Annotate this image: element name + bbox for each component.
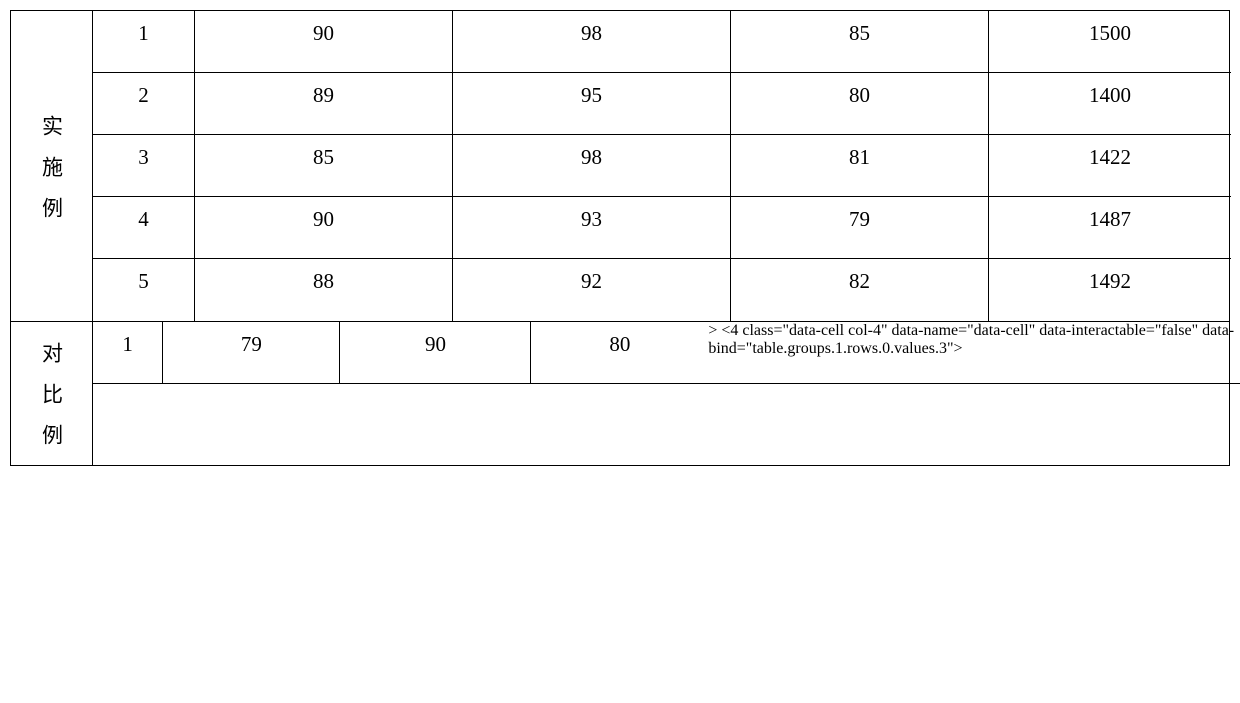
table-row: 1 79 90 80> <4 class="data-cell col-4" d… [93, 322, 1240, 384]
index-cell: 4 [93, 197, 195, 258]
data-cell: 95 [453, 73, 731, 134]
data-cell: 98 [453, 135, 731, 196]
table-row: 1 90 98 85 1500 [93, 11, 1231, 73]
data-cell: 1422 [989, 135, 1231, 196]
data-cell: 93 [453, 197, 731, 258]
data-cell: 92 [453, 259, 731, 321]
data-cell: 82 [731, 259, 989, 321]
index-cell: 5 [93, 259, 195, 321]
data-cell: 1487 [989, 197, 1231, 258]
data-cell: 85 [731, 11, 989, 72]
data-cell: 89 [195, 73, 453, 134]
group-label: 实施例 [11, 11, 93, 321]
group-section-2: 对比例 1 79 90 80> <4 class="data-cell col-… [11, 322, 1229, 465]
data-cell: 79 [163, 322, 340, 383]
data-cell: 85 [195, 135, 453, 196]
data-cell: 90 [195, 197, 453, 258]
index-cell: 3 [93, 135, 195, 196]
rows-container: 1 90 98 85 1500 2 89 95 80 1400 3 85 98 … [93, 11, 1231, 321]
data-cell: 79 [731, 197, 989, 258]
rows-container: 1 79 90 80> <4 class="data-cell col-4" d… [93, 322, 1240, 465]
table-row: 5 88 92 82 1492 [93, 259, 1231, 321]
data-cell: 98 [453, 11, 731, 72]
index-cell: 1 [93, 11, 195, 72]
data-cell: 90 [340, 322, 531, 383]
group-section-1: 实施例 1 90 98 85 1500 2 89 95 80 1400 3 85… [11, 11, 1229, 322]
table-row: 4 90 93 79 1487 [93, 197, 1231, 259]
data-cell: 81 [731, 135, 989, 196]
index-cell: 1 [93, 322, 163, 383]
data-cell: 80 [731, 73, 989, 134]
data-cell: 80 [531, 322, 708, 383]
group-label: 对比例 [11, 322, 93, 465]
data-cell: 1492 [989, 259, 1231, 321]
table-row: 2 89 95 80 1400 [93, 73, 1231, 135]
table-row: 3 85 98 81 1422 [93, 135, 1231, 197]
data-cell: 90 [195, 11, 453, 72]
data-cell: 1400 [989, 73, 1231, 134]
data-cell: 88 [195, 259, 453, 321]
data-cell: 1500 [989, 11, 1231, 72]
index-cell: 2 [93, 73, 195, 134]
data-table: 实施例 1 90 98 85 1500 2 89 95 80 1400 3 85… [10, 10, 1230, 466]
